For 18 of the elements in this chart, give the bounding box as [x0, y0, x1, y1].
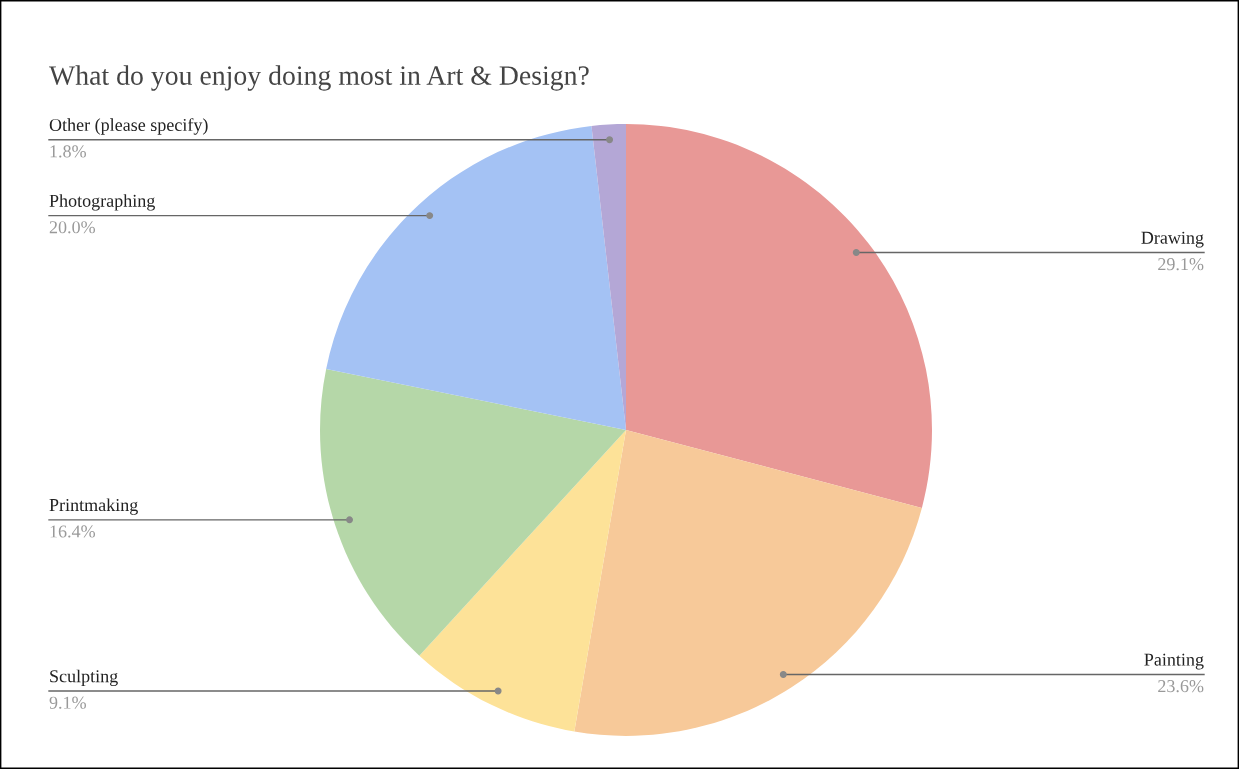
data-label: 29.1%	[1158, 258, 1204, 271]
slice-label: Photographing	[49, 194, 155, 211]
pie-slice	[326, 125, 626, 430]
pie-slice	[626, 124, 932, 508]
chart-title: What do you enjoy doing most in Art & Design?	[49, 65, 589, 91]
data-label: 16.4%	[50, 525, 96, 538]
pie-slice	[574, 430, 922, 736]
data-label: 23.6%	[1158, 679, 1204, 693]
data-label: 20.0%	[49, 221, 96, 234]
slice-label: Drawing	[1141, 231, 1204, 248]
data-label: 9.1%	[49, 696, 86, 709]
pie-slice	[320, 368, 626, 656]
data-label: 1.8%	[50, 145, 86, 158]
slice-label: Other (please specify)	[49, 118, 208, 135]
pie-slice	[419, 430, 626, 732]
slice-label: Printmaking	[49, 498, 138, 515]
slice-label: Painting	[1144, 653, 1204, 670]
slice-label: Sculpting	[50, 669, 118, 687]
